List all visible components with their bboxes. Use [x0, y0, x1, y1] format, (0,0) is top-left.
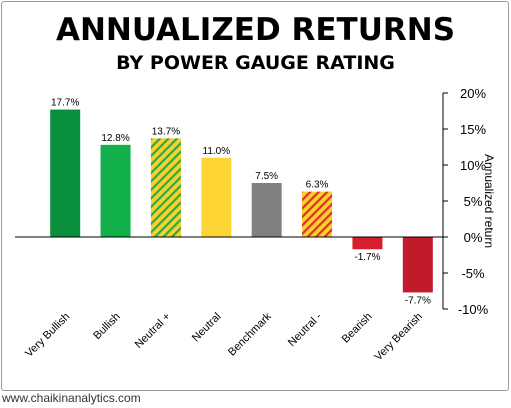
y-tick-label: 10%: [460, 158, 486, 173]
footer-url: www.chaikinanalytics.com: [2, 391, 141, 405]
y-tick-label: -10%: [458, 302, 489, 317]
chart-title: ANNUALIZED RETURNS: [55, 12, 456, 48]
y-axis-label: Annualized return: [482, 154, 496, 248]
bar-benchmark: [251, 183, 282, 237]
x-tick-label: Benchmark: [226, 310, 274, 358]
bar-very-bearish: [402, 237, 433, 293]
y-tick-label: 15%: [460, 122, 486, 137]
bar-neutral: [150, 138, 181, 237]
y-tick-label: 5%: [464, 194, 483, 209]
x-tick-label: Bearish: [340, 311, 375, 346]
y-tick-label: 20%: [460, 86, 486, 101]
x-tick-label: Neutral -: [286, 310, 325, 349]
value-label: 12.8%: [101, 133, 129, 144]
bar-neutral: [302, 191, 333, 237]
bar-very-bullish: [50, 109, 81, 237]
bar-bullish: [100, 144, 131, 237]
y-tick-label: -5%: [461, 266, 485, 281]
value-label: 11.0%: [203, 146, 231, 157]
value-label: -1.7%: [354, 252, 380, 263]
x-tick-label: Neutral +: [133, 311, 173, 351]
x-tick-label: Bullish: [91, 311, 122, 342]
value-label: 17.7%: [51, 98, 79, 109]
bar-chart: 17.7% 12.8% 13.7% 11.0% 7.5% 6.3% -1.7% -7.7% 2…: [15, 86, 496, 364]
bar-neutral: [201, 157, 232, 237]
value-label: 13.7%: [152, 126, 180, 137]
x-tick-label: Neutral: [190, 311, 224, 345]
value-label: 6.3%: [306, 180, 329, 191]
x-tick-label: Very Bearish: [372, 311, 425, 364]
chart-subtitle: BY POWER GAUGE RATING: [116, 52, 395, 74]
value-label: -7.7%: [405, 295, 431, 306]
x-tick-label: Very Bullish: [23, 311, 72, 360]
bar-bearish: [352, 237, 383, 250]
value-label: 7.5%: [255, 171, 278, 182]
y-tick-label: 0%: [464, 230, 483, 245]
